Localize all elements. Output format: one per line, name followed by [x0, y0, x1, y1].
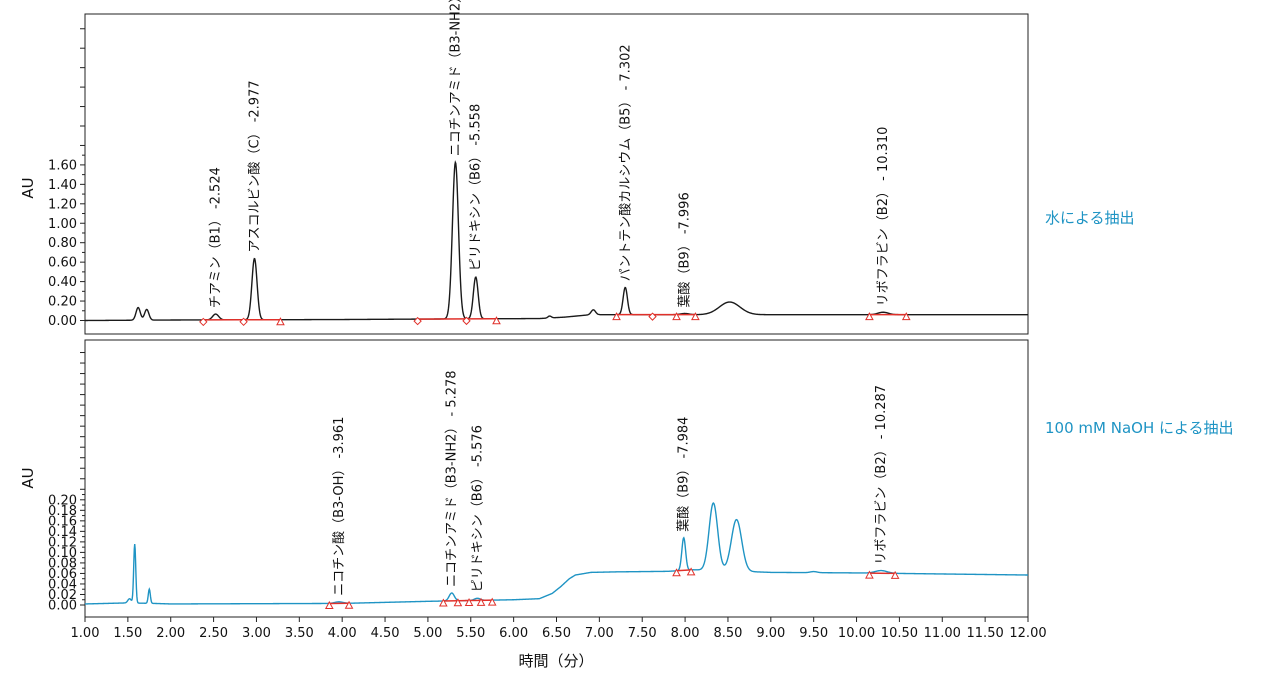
- y-tick-label: 0.12: [48, 535, 77, 550]
- x-tick-label: 11.00: [924, 626, 961, 641]
- peak-bound-triangle: [476, 597, 486, 606]
- peak-label: リボフラビン（B2） - 10.310: [876, 127, 891, 307]
- water-series-name: 水による抽出: [1045, 209, 1135, 227]
- y-tick-label: 0.20: [48, 493, 77, 508]
- integration-line: [676, 569, 692, 572]
- x-tick-label: 6.50: [542, 626, 571, 641]
- water-peak-labels: チアミン（B1） -2.524 アスコルビン酸（C） -2.977 ニコチンアミド（…: [209, 0, 891, 308]
- x-tick-label: 3.50: [285, 626, 314, 641]
- peak-bound-triangle: [612, 312, 621, 321]
- x-axis-label: 時間（分）: [518, 652, 593, 670]
- y-tick-label: 0.04: [48, 577, 77, 592]
- y-tick-label: 0.08: [48, 556, 77, 571]
- peak-bound-triangle: [691, 312, 700, 321]
- y-tick-label: 0.06: [48, 567, 77, 582]
- y-tick-label: 1.40: [48, 178, 77, 193]
- peak-label: 葉酸（B9） -7.996: [678, 192, 693, 307]
- peak-bound-triangle: [439, 598, 448, 607]
- peak-label: ニコチンアミド（B3-NH2） - 5.278: [445, 370, 460, 587]
- peak-bound-triangle: [464, 598, 474, 607]
- y-tick-label: 0.00: [48, 599, 77, 614]
- x-tick-label: 9.50: [799, 626, 828, 641]
- peak-label: ピリドキシン（B6） -5.576: [470, 425, 485, 592]
- x-tick-label: 8.50: [713, 626, 742, 641]
- x-tick-label: 7.00: [585, 626, 614, 641]
- peak-bound-triangle: [672, 568, 681, 577]
- x-tick-label: 9.00: [756, 626, 785, 641]
- x-tick-label: 6.00: [499, 626, 528, 641]
- top-panel-frame: [84, 13, 1029, 335]
- peak-bound-diamond: [413, 316, 422, 326]
- x-tick-label: 10.00: [838, 626, 875, 641]
- x-tick-label: 7.50: [628, 626, 657, 641]
- peak-label: ニコチンアミド（B3-NH2） - 5.321: [448, 0, 463, 156]
- y-tick-label: 0.20: [48, 295, 77, 310]
- x-tick-label: 11.50: [967, 626, 1004, 641]
- y-tick-label: 0.80: [48, 236, 77, 251]
- y-tick-label: 1.60: [48, 158, 77, 173]
- peak-bound-triangle: [672, 312, 681, 321]
- x-tick-label: 1.00: [71, 626, 100, 641]
- peak-label: パントテン酸カルシウム（B5） - 7.302: [618, 44, 633, 281]
- peak-label: アスコルビン酸（C） -2.977: [248, 80, 263, 252]
- peak-label: ニコチン酸（B3-OH） -3.961: [332, 417, 347, 596]
- peak-label: ピリドキシン（B6） -5.558: [469, 104, 484, 271]
- peak-bound-diamond: [648, 312, 657, 321]
- top-y-axis: 0.00 0.20 0.40 0.60 0.80 1.00 1.20 1.40 1.60: [48, 28, 85, 329]
- peak-label: 葉酸（B9） -7.984: [677, 417, 692, 532]
- peak-bound-triangle: [865, 570, 874, 579]
- peak-bound-diamond: [199, 317, 208, 327]
- x-tick-label: 4.50: [371, 626, 400, 641]
- x-tick-label: 4.00: [328, 626, 357, 641]
- peak-bound-triangle: [276, 317, 285, 326]
- peak-bound-triangle: [487, 597, 497, 606]
- y-tick-label: 0.16: [48, 514, 77, 529]
- x-tick-label: 5.00: [413, 626, 442, 641]
- peak-bound-triangle: [890, 570, 900, 579]
- peak-label: リボフラビン（B2） - 10.287: [874, 385, 889, 565]
- x-tick-label: 2.00: [156, 626, 185, 641]
- naoh-peak-labels: ニコチン酸（B3-OH） -3.961 ニコチンアミド（B3-NH2） - 5.2…: [332, 370, 889, 595]
- peak-bound-triangle: [865, 312, 874, 321]
- peak-bound-triangle: [901, 312, 911, 321]
- peak-bound-triangle: [344, 600, 354, 609]
- y-tick-label: 1.00: [48, 217, 77, 232]
- y-tick-label: 0.18: [48, 504, 77, 519]
- x-tick-label: 3.00: [242, 626, 271, 641]
- x-tick-label: 2.50: [199, 626, 228, 641]
- x-axis: 1.00 1.50 2.00 2.50 3.00 3.50 4.00 4.50 5.00 5.50…: [71, 617, 1047, 641]
- peak-label: チアミン（B1） -2.524: [209, 167, 224, 308]
- y-tick-label: 0.02: [48, 588, 77, 603]
- peak-bound-triangle: [324, 600, 334, 609]
- naoh-series-name: 100 mM NaOH による抽出: [1045, 419, 1234, 437]
- peak-bound-diamond: [239, 317, 248, 327]
- top-y-axis-label: AU: [19, 177, 37, 198]
- x-tick-label: 5.50: [456, 626, 485, 641]
- x-tick-label: 8.00: [671, 626, 700, 641]
- x-tick-label: 10.50: [881, 626, 918, 641]
- peak-bound-triangle: [492, 316, 501, 325]
- peak-bound-triangle: [686, 567, 696, 576]
- x-tick-label: 1.50: [113, 626, 142, 641]
- y-tick-label: 1.20: [48, 197, 77, 212]
- y-tick-label: 0.40: [48, 275, 77, 290]
- water-integration-marks: [199, 312, 911, 327]
- bottom-y-axis: 0.000.020.040.060.080.100.120.140.160.18…: [48, 352, 85, 614]
- y-tick-label: 0.00: [48, 314, 77, 329]
- naoh-integration-marks: [324, 567, 900, 609]
- peak-bound-diamond: [462, 316, 471, 326]
- bottom-y-axis-label: AU: [19, 467, 37, 488]
- y-tick-label: 0.14: [48, 525, 77, 540]
- y-tick-label: 0.10: [48, 546, 77, 561]
- x-tick-label: 12.00: [1009, 626, 1046, 641]
- peak-bound-triangle: [453, 598, 463, 607]
- y-tick-label: 0.60: [48, 256, 77, 271]
